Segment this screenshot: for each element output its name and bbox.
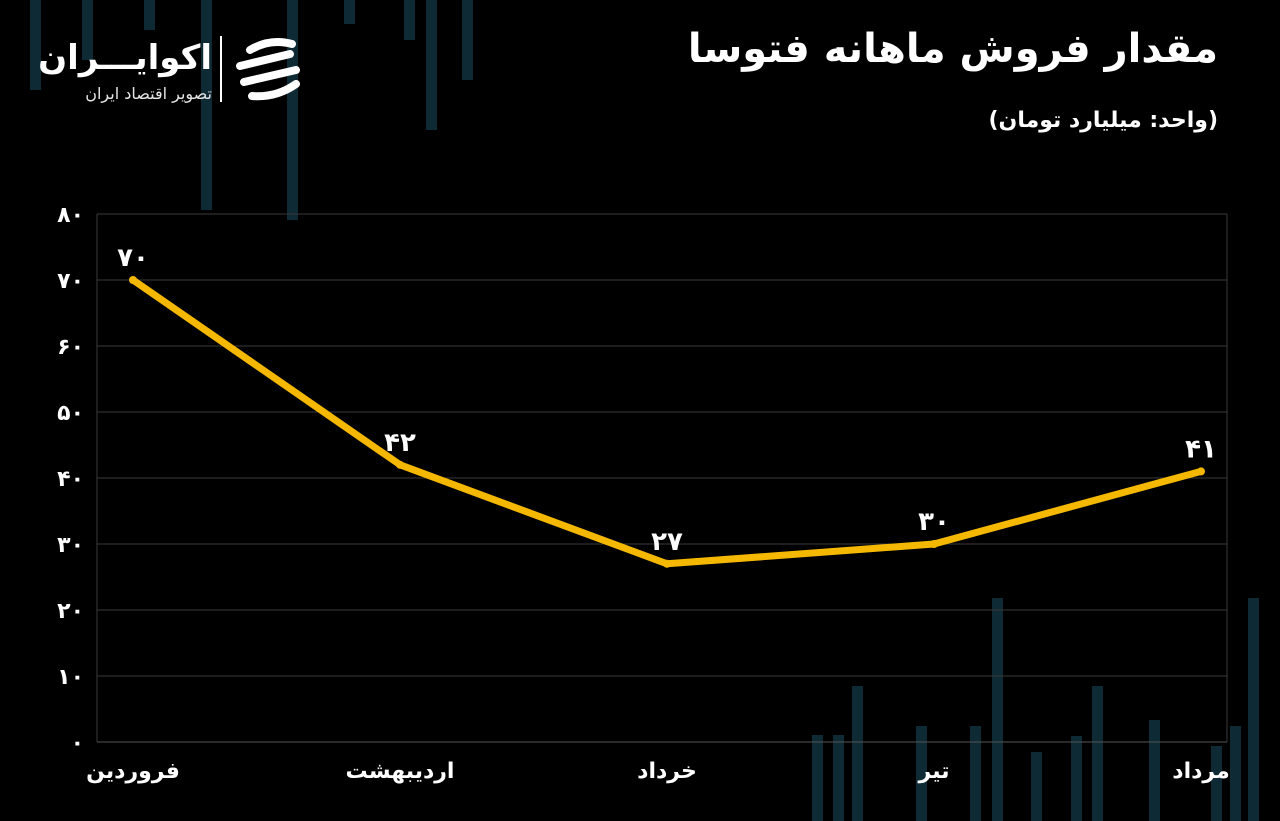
bg-bar [1149, 720, 1160, 821]
y-tick-label: ۴۰ [57, 467, 84, 492]
y-tick-label: ۷۰ [57, 269, 84, 294]
data-label: ۲۷ [651, 527, 683, 557]
bg-bar [852, 686, 863, 821]
y-tick-label: ۱۰ [57, 665, 84, 690]
bg-bar [992, 598, 1003, 821]
data-point [1197, 467, 1205, 476]
data-point [930, 540, 938, 548]
x-tick-label: اردیبهشت [346, 759, 455, 784]
brand-name: اکوایـــران [38, 38, 212, 78]
logo-separator [220, 36, 222, 102]
bg-bar [201, 0, 212, 210]
data-label: ۴۱ [1185, 434, 1217, 464]
bg-bar [82, 0, 93, 60]
x-tick-label: مرداد [1172, 759, 1229, 784]
ecoiran-logo: اکوایـــران تصویر اقتصاد ایران [38, 30, 320, 110]
bg-bar [1211, 746, 1222, 821]
bg-bar [426, 0, 437, 130]
data-label: ۴۲ [384, 428, 416, 458]
x-tick-label: تیر [918, 759, 950, 784]
bg-bar [1230, 726, 1241, 821]
chart-title: مقدار فروش ماهانه فتوسا [687, 26, 1218, 72]
bg-bar [970, 726, 981, 821]
y-tick-label: ۶۰ [57, 335, 84, 360]
bg-bar [812, 735, 823, 821]
series-line [129, 276, 1205, 568]
ecoiran-logo-icon [236, 38, 300, 101]
unit-label: (واحد: میلیارد تومان) [988, 108, 1219, 133]
bg-bar [287, 0, 298, 220]
brand-tagline: تصویر اقتصاد ایران [85, 84, 212, 103]
x-tick-label: خرداد [637, 759, 697, 784]
data-point [129, 276, 137, 284]
data-point [663, 559, 671, 568]
bg-bar [833, 735, 844, 821]
data-label: ۳۰ [918, 507, 950, 537]
y-tick-label: ۲۰ [57, 599, 84, 624]
data-point [396, 460, 404, 469]
bg-bar [916, 726, 927, 821]
bg-bar [1092, 686, 1103, 821]
y-tick-label: ۵۰ [57, 401, 84, 426]
bg-bar [462, 0, 473, 80]
bg-bar [344, 0, 355, 24]
bg-bar [1071, 736, 1082, 821]
data-label: ۷۰ [117, 243, 149, 273]
y-tick-label: ۸۰ [57, 203, 84, 228]
x-tick-label: فروردین [86, 759, 180, 784]
bg-bar [1248, 598, 1259, 821]
bg-bar [144, 0, 155, 30]
y-tick-label: ۰ [71, 731, 84, 756]
bg-bar [30, 0, 41, 90]
y-tick-label: ۳۰ [57, 533, 84, 558]
bg-bar [1031, 752, 1042, 821]
bg-bar [404, 0, 415, 40]
